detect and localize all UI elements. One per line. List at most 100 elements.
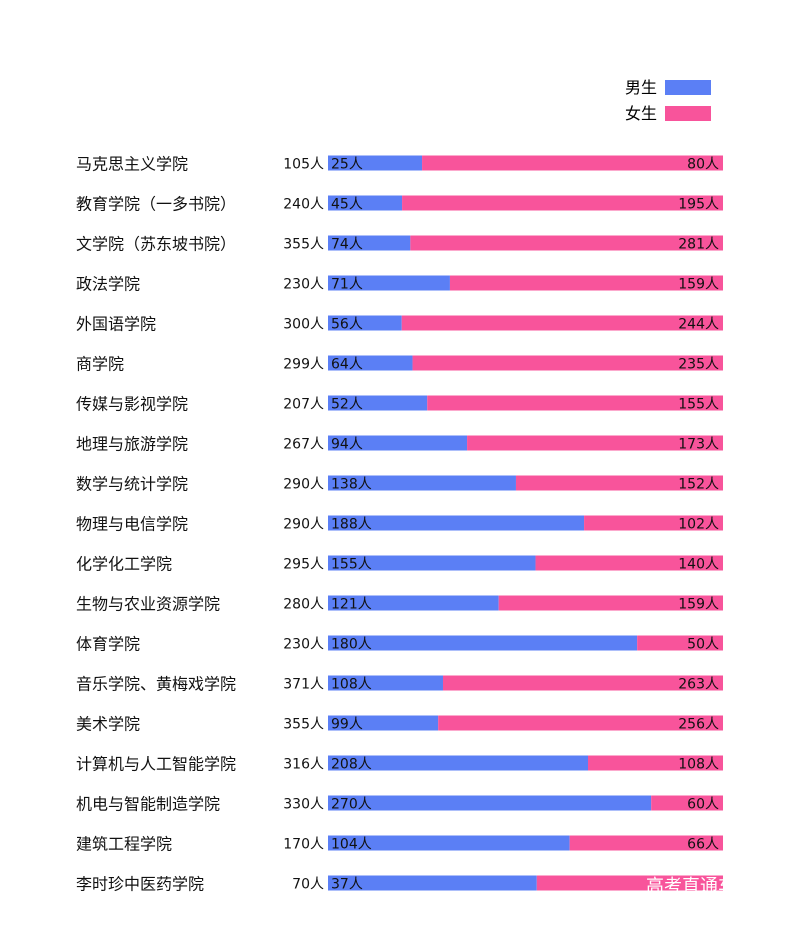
bar-female — [584, 515, 723, 531]
bar-male-label: 25人 — [331, 157, 363, 173]
total-label: 316人 — [283, 757, 324, 773]
bar-female-label: 66人 — [687, 837, 719, 853]
bar-female — [442, 675, 723, 691]
legend-label-female: 女生 — [625, 104, 657, 123]
chart-row: 教育学院（一多书院） 240人 45人 195人 — [76, 195, 723, 214]
total-label: 330人 — [283, 797, 324, 813]
chart-row: 政法学院 230人 71人 159人 — [76, 275, 723, 294]
bar-female-label: 173人 — [678, 437, 719, 453]
category-label: 外国语学院 — [76, 315, 156, 334]
bar-male-label: 188人 — [331, 517, 372, 533]
bar-female — [515, 475, 723, 491]
chart-row: 物理与电信学院 290人 188人 102人 — [76, 515, 723, 534]
bar-male-label: 108人 — [331, 677, 372, 693]
total-label: 371人 — [283, 677, 324, 693]
total-label: 170人 — [283, 837, 324, 853]
chart-row: 地理与旅游学院 267人 94人 173人 — [76, 435, 723, 454]
category-label: 物理与电信学院 — [76, 515, 188, 534]
bar-female-label: 235人 — [678, 357, 719, 373]
total-label: 70人 — [292, 877, 324, 893]
watermark: 高考直通车APP — [646, 876, 770, 897]
bar-female — [401, 315, 723, 331]
total-label: 230人 — [283, 637, 324, 653]
bar-female-label: 256人 — [678, 717, 719, 733]
bar-female-label: 108人 — [678, 757, 719, 773]
category-label: 李时珍中医药学院 — [76, 875, 204, 894]
bar-female-label: 80人 — [687, 157, 719, 173]
total-label: 240人 — [283, 197, 324, 213]
chart-row: 外国语学院 300人 56人 244人 — [76, 315, 723, 334]
bar-female-label: 50人 — [687, 637, 719, 653]
bar-male-label: 99人 — [331, 717, 363, 733]
bar-female — [536, 875, 723, 891]
bar-female — [637, 635, 723, 651]
bar-male-label: 155人 — [331, 557, 372, 573]
total-label: 207人 — [283, 397, 324, 413]
bar-male-label: 270人 — [331, 797, 372, 813]
bar-male-label: 208人 — [331, 757, 372, 773]
bar-female-label: 60人 — [687, 797, 719, 813]
bar-female — [535, 555, 723, 571]
bar-male — [328, 555, 536, 571]
chart-row: 马克思主义学院 105人 25人 80人 — [76, 155, 723, 174]
bar-male-label: 121人 — [331, 597, 372, 613]
category-label: 音乐学院、黄梅戏学院 — [76, 675, 236, 694]
chart-row: 商学院 299人 64人 235人 — [76, 355, 723, 374]
bar-female — [438, 715, 723, 731]
bar-male — [328, 235, 411, 251]
category-label: 教育学院（一多书院） — [76, 195, 236, 214]
bar-female-label: 155人 — [678, 397, 719, 413]
category-label: 地理与旅游学院 — [76, 435, 188, 454]
bar-male-label: 45人 — [331, 197, 363, 213]
total-label: 230人 — [283, 277, 324, 293]
legend-swatch-male — [665, 80, 711, 95]
bar-male — [328, 595, 499, 611]
bar-female-label: 140人 — [678, 557, 719, 573]
bar-male — [328, 675, 443, 691]
chart-row: 建筑工程学院 170人 104人 66人 — [76, 835, 723, 854]
bar-female — [422, 155, 723, 171]
bar-female — [449, 275, 723, 291]
legend: 男生 女生 — [625, 78, 711, 123]
total-label: 295人 — [283, 557, 324, 573]
bar-female-label: 159人 — [678, 597, 719, 613]
bar-female-label: 281人 — [678, 237, 719, 253]
legend-label-male: 男生 — [625, 78, 657, 97]
bar-male-label: 180人 — [331, 637, 372, 653]
bar-female-label: 244人 — [678, 317, 719, 333]
total-label: 105人 — [283, 157, 324, 173]
bar-female — [569, 835, 723, 851]
bar-male — [328, 795, 652, 811]
chart-row: 传媒与影视学院 207人 52人 155人 — [76, 395, 723, 414]
bar-female — [412, 355, 723, 371]
chart-row: 体育学院 230人 180人 50人 — [76, 635, 723, 654]
total-label: 299人 — [283, 357, 324, 373]
total-label: 290人 — [283, 517, 324, 533]
bar-female-label: 152人 — [678, 477, 719, 493]
bar-female — [498, 595, 723, 611]
total-label: 267人 — [283, 437, 324, 453]
category-label: 化学化工学院 — [76, 555, 172, 574]
bar-male — [328, 835, 570, 851]
chart-row: 李时珍中医药学院 70人 37人 — [76, 875, 723, 894]
category-label: 政法学院 — [76, 275, 140, 294]
bar-male — [328, 475, 516, 491]
chart-row: 化学化工学院 295人 155人 140人 — [76, 555, 723, 574]
category-label: 传媒与影视学院 — [76, 395, 188, 414]
bar-female — [651, 795, 723, 811]
bar-male-label: 71人 — [331, 277, 363, 293]
category-label: 马克思主义学院 — [76, 155, 188, 174]
bar-male — [328, 715, 439, 731]
category-label: 机电与智能制造学院 — [76, 795, 220, 814]
chart-row: 机电与智能制造学院 330人 270人 60人 — [76, 795, 723, 814]
category-label: 计算机与人工智能学院 — [76, 755, 236, 774]
total-label: 290人 — [283, 477, 324, 493]
bar-male — [328, 435, 468, 451]
chart-row: 音乐学院、黄梅戏学院 371人 108人 263人 — [76, 675, 723, 694]
bar-male-label: 37人 — [331, 877, 363, 893]
category-label: 美术学院 — [76, 715, 140, 734]
category-label: 建筑工程学院 — [76, 835, 172, 854]
bar-male — [328, 195, 403, 211]
bar-female-label: 263人 — [678, 677, 719, 693]
